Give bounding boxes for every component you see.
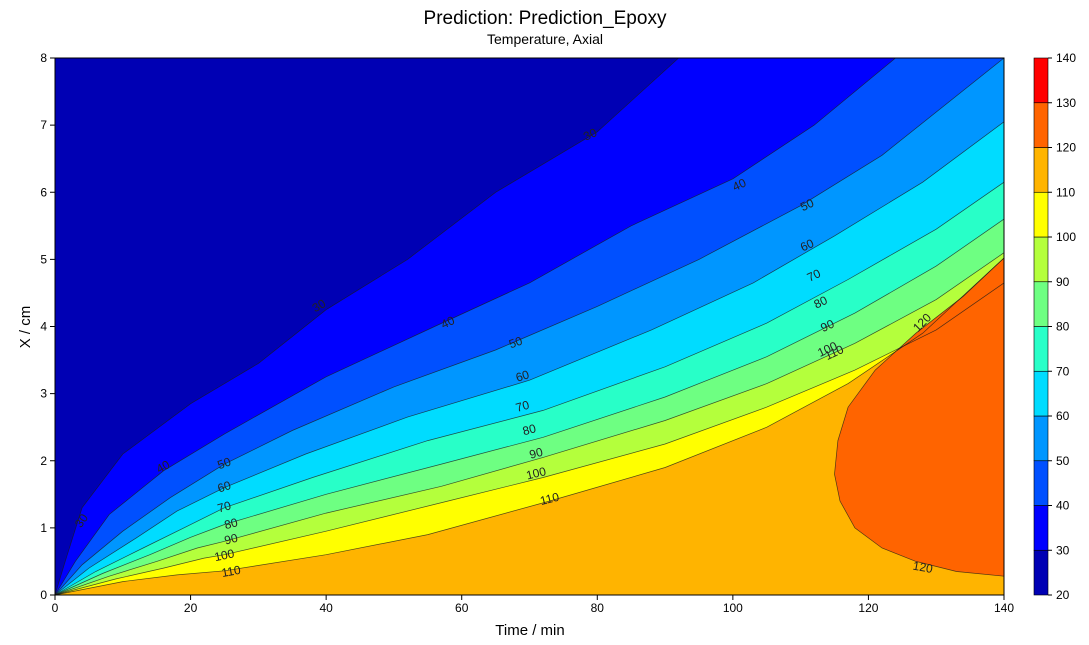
contour-line-layer [54,57,1005,596]
colorbar-swatch [1033,281,1049,327]
contour-label: 60 [514,367,531,385]
colorbar-label: 40 [1056,499,1070,513]
colorbar-label: 120 [1056,141,1076,155]
contour-label: 90 [223,531,240,548]
contour-label-layer: 3030304040405050506060607070708080809090… [72,125,934,580]
colorbar-swatch [1033,460,1049,506]
contour-label: 110 [220,563,242,580]
y-axis-label: X / cm [17,306,34,349]
contour-label: 50 [507,334,525,352]
band-110 [55,258,1004,595]
colorbar-swatch [1033,236,1049,283]
colorbar-swatch [1033,505,1049,551]
contour-line-110 [54,257,1005,596]
contour-label: 30 [310,296,329,315]
colorbar-swatch [1033,370,1049,417]
contour-line-50 [54,57,1005,596]
contour-label: 120 [912,559,934,576]
x-tick-label: 120 [858,601,878,615]
contour-line-100 [54,282,1005,596]
x-tick-label: 20 [184,601,198,615]
contour-label: 90 [818,316,836,334]
x-axis-label: Time / min [495,622,564,639]
y-tick-label: 5 [40,252,47,266]
colorbar-label: 110 [1056,185,1075,199]
y-axis: 0 1 2 3 4 5 6 7 8 [40,51,55,602]
colorbar-swatch [1033,191,1049,238]
x-tick-label: 80 [591,601,605,615]
contour-label: 30 [581,125,599,143]
colorbar-swatch [1033,102,1049,148]
colorbar-label: 140 [1056,51,1076,65]
x-tick-label: 140 [994,601,1014,615]
contour-label: 60 [216,478,233,496]
y-tick-label: 4 [40,320,47,334]
colorbar-label: 60 [1056,409,1070,423]
contour-line-70 [54,181,1005,596]
contour-line-90 [54,252,1005,596]
colorbar-label: 70 [1056,364,1070,378]
contour-label: 50 [798,196,816,214]
band-120 [834,258,1004,577]
contour-line-30 [54,57,679,596]
colorbar-label: 100 [1056,230,1076,244]
y-tick-label: 8 [40,51,47,65]
x-tick-label: 40 [319,601,333,615]
x-tick-label: 60 [455,601,469,615]
contour-label: 100 [525,464,548,483]
y-tick-label: 0 [40,588,47,602]
y-tick-label: 7 [40,118,47,132]
colorbar-swatch [1033,57,1049,104]
y-tick-label: 1 [40,521,47,535]
contour-label: 70 [805,266,823,284]
contour-label: 110 [539,490,561,508]
chart-subtitle: Temperature, Axial [487,31,603,47]
contour-label: 40 [154,457,173,476]
contour-label: 40 [439,313,457,331]
contour-label: 50 [216,454,234,472]
contour-label: 60 [798,236,816,254]
colorbar-label: 30 [1056,543,1070,557]
contour-line-60 [54,121,1005,596]
colorbar-swatch [1033,549,1049,596]
contour-fill-layer [55,58,1004,596]
x-axis: 0 20 40 60 80 100 120 140 [52,595,1014,615]
colorbar-swatch [1033,415,1049,462]
colorbar-label: 90 [1056,275,1070,289]
contour-label: 90 [528,445,545,462]
contour-label: 70 [514,398,531,415]
colorbar-label: 20 [1056,588,1070,602]
y-tick-label: 6 [40,185,47,199]
contour-line-120 [834,257,1005,577]
colorbar-label: 50 [1056,454,1070,468]
colorbar: 20 30 40 50 60 70 80 90 100 110 120 130 140 [1033,51,1076,602]
contour-label: 80 [521,421,538,438]
chart-title: Prediction: Prediction_Epoxy [424,8,667,29]
x-tick-label: 100 [723,601,743,615]
colorbar-swatch [1033,326,1049,372]
x-tick-label: 0 [52,601,59,615]
y-tick-label: 3 [40,387,47,401]
contour-label: 70 [216,498,233,515]
colorbar-label: 80 [1056,320,1070,334]
colorbar-label: 130 [1056,96,1076,110]
colorbar-swatch [1033,147,1049,193]
contour-label: 80 [223,515,240,532]
y-tick-label: 2 [40,454,47,468]
contour-label: 100 [213,546,236,564]
contour-line-40 [54,57,896,596]
contour-line-80 [54,218,1005,596]
contour-label: 40 [730,175,748,193]
contour-label: 80 [812,293,830,311]
